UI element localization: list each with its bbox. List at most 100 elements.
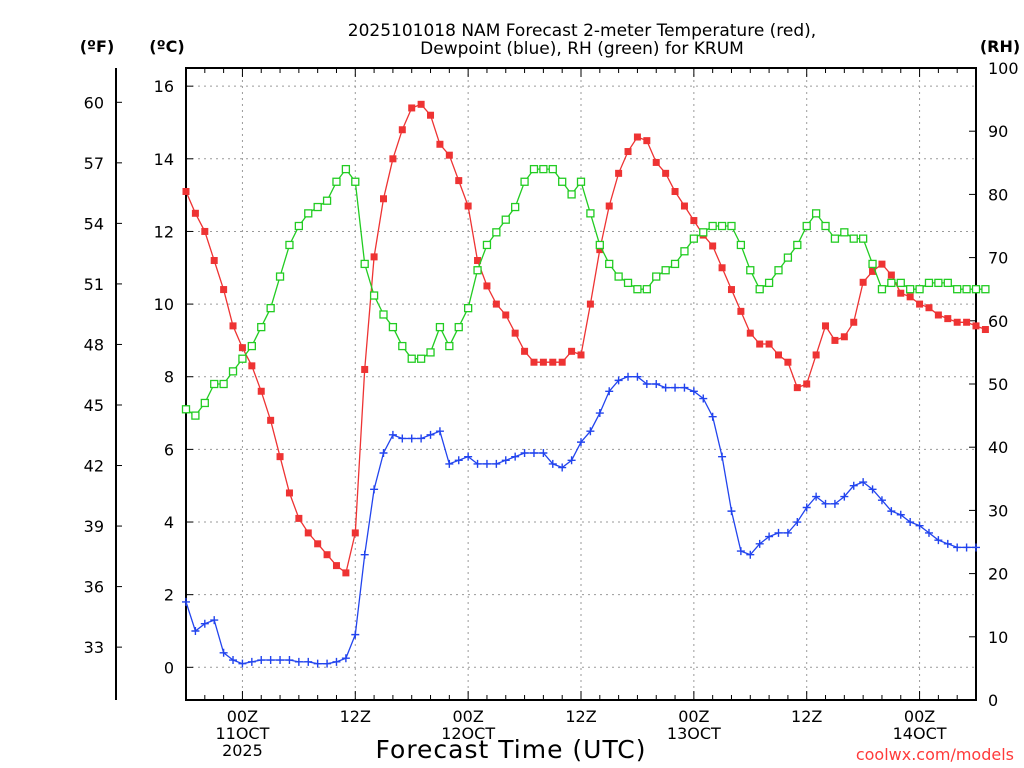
temperature-point	[596, 246, 604, 254]
rh-point	[633, 285, 642, 294]
rh-point	[426, 348, 435, 357]
temperature-point	[737, 307, 745, 315]
rh-point	[943, 278, 952, 288]
temperature-point	[652, 158, 660, 166]
celsius-tick-label: 2	[164, 586, 174, 605]
rh-point	[369, 291, 379, 300]
rh-unit-label: (RH)	[980, 37, 1020, 56]
dewpoint-point	[793, 518, 802, 527]
temperature-point	[389, 155, 397, 163]
rh-point	[586, 209, 595, 218]
temperature-point	[605, 202, 613, 210]
dewpoint-point	[924, 528, 933, 537]
temperature-point	[972, 322, 980, 330]
dewpoint-point	[313, 659, 322, 668]
rh-point	[304, 209, 313, 218]
dewpoint-point	[482, 459, 491, 468]
fahrenheit-unit-label: (ºF)	[80, 37, 115, 56]
rh-tick-label: 90	[988, 122, 1008, 141]
temperature-point	[822, 322, 830, 330]
temperature-point	[427, 111, 435, 119]
temperature-point	[511, 329, 519, 337]
temperature-point	[408, 104, 416, 112]
temperature-point	[474, 257, 482, 265]
temperature-point	[370, 253, 378, 261]
dewpoint-point	[247, 657, 256, 666]
temperature-point	[897, 289, 905, 297]
dewpoint-point	[614, 376, 623, 385]
dewpoint-point	[840, 492, 849, 501]
temperature-point	[981, 326, 989, 334]
x-tick-label: 00Z	[227, 707, 258, 726]
temperature-point	[953, 318, 961, 326]
temperature-point	[276, 453, 284, 461]
temperature-point	[925, 304, 933, 312]
temperature-point	[295, 514, 303, 522]
rh-point	[953, 285, 962, 294]
dewpoint-point	[210, 616, 219, 625]
rh-point	[746, 266, 755, 275]
rh-point	[501, 215, 510, 224]
temperature-point	[906, 293, 914, 301]
rh-point	[341, 164, 351, 174]
temperature-point	[831, 336, 839, 344]
dewpoint-point	[548, 459, 557, 468]
dewpoint-point	[182, 597, 190, 606]
rh-point	[642, 285, 651, 294]
temperature-point	[633, 133, 641, 141]
rh-point	[266, 304, 275, 313]
rh-point	[247, 341, 256, 351]
dewpoint-point	[896, 510, 905, 519]
temperature-point	[220, 286, 228, 294]
rh-point	[915, 285, 924, 294]
rh-point	[821, 221, 830, 231]
dewpoint-point	[417, 434, 426, 443]
temperature-point	[840, 333, 848, 341]
x-tick-label: 12Z	[791, 707, 822, 726]
rh-tick-label: 0	[988, 691, 998, 710]
rh-point	[670, 259, 680, 269]
rh-point	[868, 259, 877, 269]
temperature-point	[445, 151, 453, 159]
dewpoint-point	[774, 528, 783, 537]
rh-tick-label: 80	[988, 185, 1008, 204]
rh-point	[906, 285, 915, 294]
rh-point	[736, 240, 746, 250]
temperature-point	[793, 384, 801, 392]
temperature-point	[492, 300, 500, 308]
x-tick-label: 00Z	[452, 707, 483, 726]
temperature-point	[521, 347, 529, 355]
rh-point	[548, 164, 557, 174]
rh-point	[463, 304, 473, 313]
temperature-point	[568, 347, 576, 355]
temperature-point	[191, 209, 199, 217]
rh-point	[717, 221, 727, 231]
temperature-point	[812, 351, 820, 359]
celsius-tick-label: 14	[154, 150, 174, 169]
temperature-point	[285, 489, 293, 497]
chart-title-line-2: Dewpoint (blue), RH (green) for KRUM	[420, 39, 744, 59]
dewpoint-point	[755, 539, 764, 548]
x-tick-label: 00Z	[678, 707, 709, 726]
rh-point	[210, 379, 219, 389]
rh-point	[360, 259, 369, 269]
fahrenheit-tick-label: 54	[84, 214, 104, 233]
x-tick-label: 12Z	[565, 707, 596, 726]
rh-point	[680, 247, 689, 256]
dewpoint-point	[341, 654, 350, 663]
rh-point	[539, 164, 548, 174]
dewpoint-point	[765, 532, 774, 541]
rh-point	[275, 272, 285, 281]
temperature-point	[417, 100, 425, 108]
temperature-point	[267, 416, 275, 424]
temperature-point	[756, 340, 764, 348]
dewpoint-point	[962, 543, 971, 552]
dewpoint-point	[727, 507, 736, 516]
rh-point	[228, 367, 238, 376]
x-tick-label: 11OCT	[215, 724, 269, 743]
dewpoint-point	[953, 543, 962, 552]
dewpoint-point	[661, 383, 670, 392]
temperature-point	[944, 315, 952, 323]
dewpoint-point	[539, 449, 548, 458]
temperature-point	[304, 529, 312, 537]
